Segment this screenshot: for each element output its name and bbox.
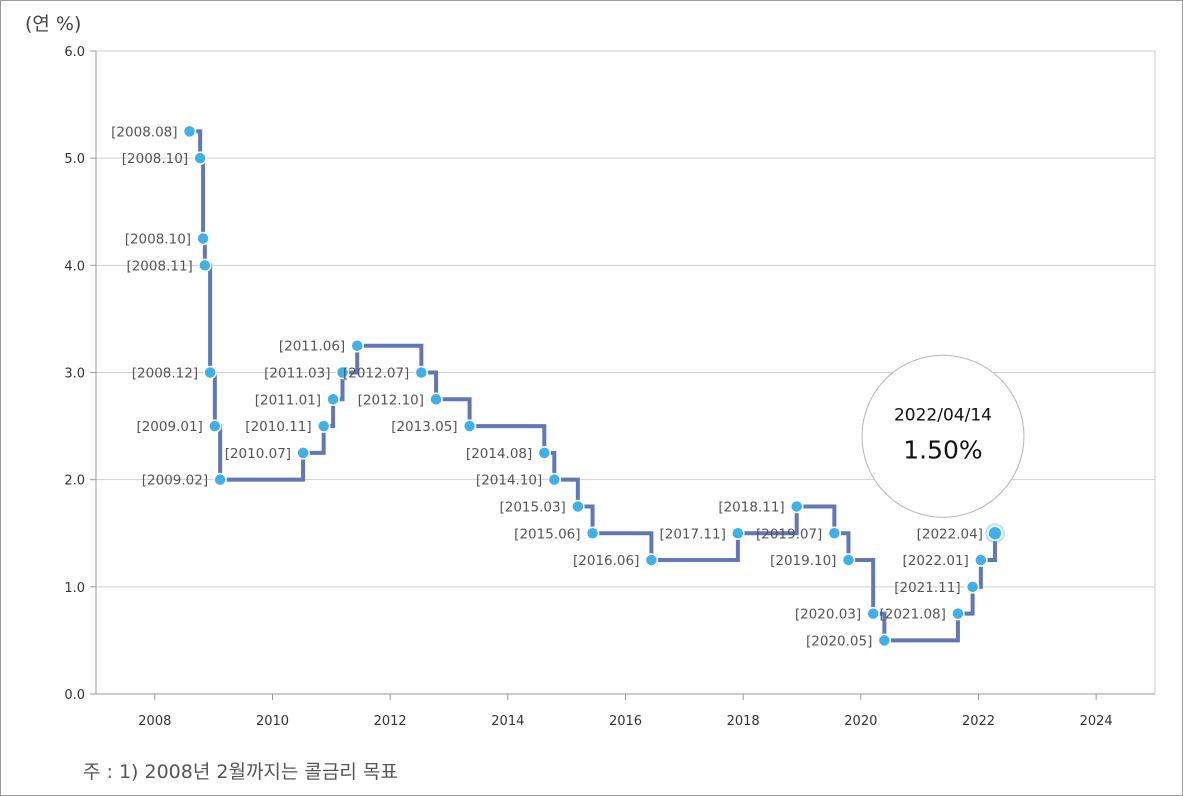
data-label: [2021.11] [894, 580, 960, 596]
x-tick-label: 2016 [609, 714, 642, 729]
data-point[interactable] [571, 499, 585, 514]
data-point[interactable] [951, 606, 965, 621]
data-point[interactable] [841, 553, 856, 567]
data-point[interactable] [789, 499, 804, 514]
y-tick-label: 4.0 [64, 259, 85, 274]
y-tick-label: 2.0 [64, 474, 85, 489]
data-label: [2020.05] [806, 633, 872, 649]
footnote: 주 : 1) 2008년 2월까지는 콜금리 목표 [83, 761, 398, 783]
data-point[interactable] [335, 365, 350, 380]
data-point[interactable] [414, 365, 429, 380]
hover-tooltip: 2022/04/14 1.50% [861, 354, 1025, 518]
data-point[interactable] [965, 580, 980, 594]
data-label: [2014.10] [476, 473, 542, 489]
data-label: [2010.07] [225, 446, 291, 462]
data-label: [2008.08] [111, 124, 177, 140]
tooltip-date: 2022/04/14 [894, 405, 992, 425]
data-point[interactable] [350, 338, 364, 353]
x-tick-label: 2020 [844, 714, 877, 729]
data-label: [2019.10] [770, 553, 836, 569]
data-point[interactable] [537, 446, 552, 460]
data-label: [2008.11] [126, 258, 192, 274]
data-label: [2015.03] [499, 499, 565, 515]
data-point[interactable] [193, 151, 207, 165]
data-point[interactable] [731, 526, 745, 540]
data-label: [2018.11] [718, 499, 784, 515]
data-label: [2022.01] [902, 553, 968, 569]
data-point[interactable] [462, 419, 477, 433]
data-label: [2017.11] [659, 526, 725, 542]
data-point[interactable] [208, 419, 222, 433]
x-tick-label: 2024 [1080, 714, 1113, 729]
data-label: [2008.10] [122, 151, 188, 167]
x-tick-label: 2022 [962, 714, 995, 729]
data-point[interactable] [196, 231, 210, 246]
data-label: [2020.03] [795, 607, 861, 623]
y-tick-label: 5.0 [64, 152, 85, 167]
data-point[interactable] [827, 526, 842, 540]
data-points[interactable] [182, 124, 1005, 648]
data-point[interactable] [296, 446, 310, 460]
y-tick-label: 0.0 [64, 688, 85, 703]
data-label: [2011.01] [255, 392, 321, 408]
data-label: [2013.05] [391, 419, 457, 435]
data-label: [2010.11] [245, 419, 311, 435]
data-label: [2011.03] [264, 366, 330, 382]
x-tick-label: 2008 [138, 714, 171, 729]
x-tick-label: 2014 [491, 714, 524, 729]
data-label: [2011.06] [279, 339, 345, 355]
y-tick-label: 1.0 [64, 581, 85, 596]
data-labels: [2008.08] [2008.10] [2008.10] [2008.11] [200… [111, 124, 983, 649]
data-point[interactable] [203, 365, 217, 380]
data-label: [2012.10] [358, 392, 424, 408]
data-point[interactable] [877, 633, 892, 648]
data-point[interactable] [987, 525, 1003, 541]
data-point[interactable] [974, 553, 988, 567]
x-tick-label: 2018 [727, 714, 760, 729]
tooltip-value: 1.50% [903, 435, 982, 464]
data-label: [2009.02] [142, 473, 208, 489]
data-point[interactable] [326, 392, 340, 407]
tooltip-bubble [861, 354, 1025, 518]
y-axis-unit-label: (연 %) [25, 13, 82, 35]
data-label: [2008.10] [125, 232, 191, 248]
data-label: [2015.06] [514, 526, 580, 542]
data-label: [2014.08] [466, 446, 532, 462]
grid-lines [96, 50, 1155, 695]
data-label: [2009.01] [136, 419, 202, 435]
y-tick-label: 6.0 [64, 45, 85, 60]
data-point[interactable] [866, 606, 880, 621]
x-tick-label: 2010 [256, 714, 289, 729]
data-point[interactable] [198, 258, 212, 273]
data-label: [2022.04] [917, 526, 983, 542]
data-point[interactable] [644, 553, 659, 567]
data-point[interactable] [182, 124, 197, 139]
data-point[interactable] [429, 392, 443, 407]
data-label: [2019.07] [756, 526, 822, 542]
data-point[interactable] [316, 419, 331, 433]
data-point[interactable] [213, 472, 227, 487]
data-point[interactable] [547, 472, 562, 487]
x-tick-label: 2012 [374, 714, 407, 729]
data-point[interactable] [585, 526, 600, 540]
data-label: [2021.08] [880, 607, 946, 623]
data-label: [2016.06] [573, 553, 639, 569]
axes: 0.0 1.0 2.0 3.0 4.0 5.0 6.0 2008 2010 2012 2014 201… [64, 45, 1156, 729]
data-label: [2012.07] [343, 366, 409, 382]
y-tick-label: 3.0 [64, 367, 85, 382]
data-label: [2008.12] [132, 366, 198, 382]
